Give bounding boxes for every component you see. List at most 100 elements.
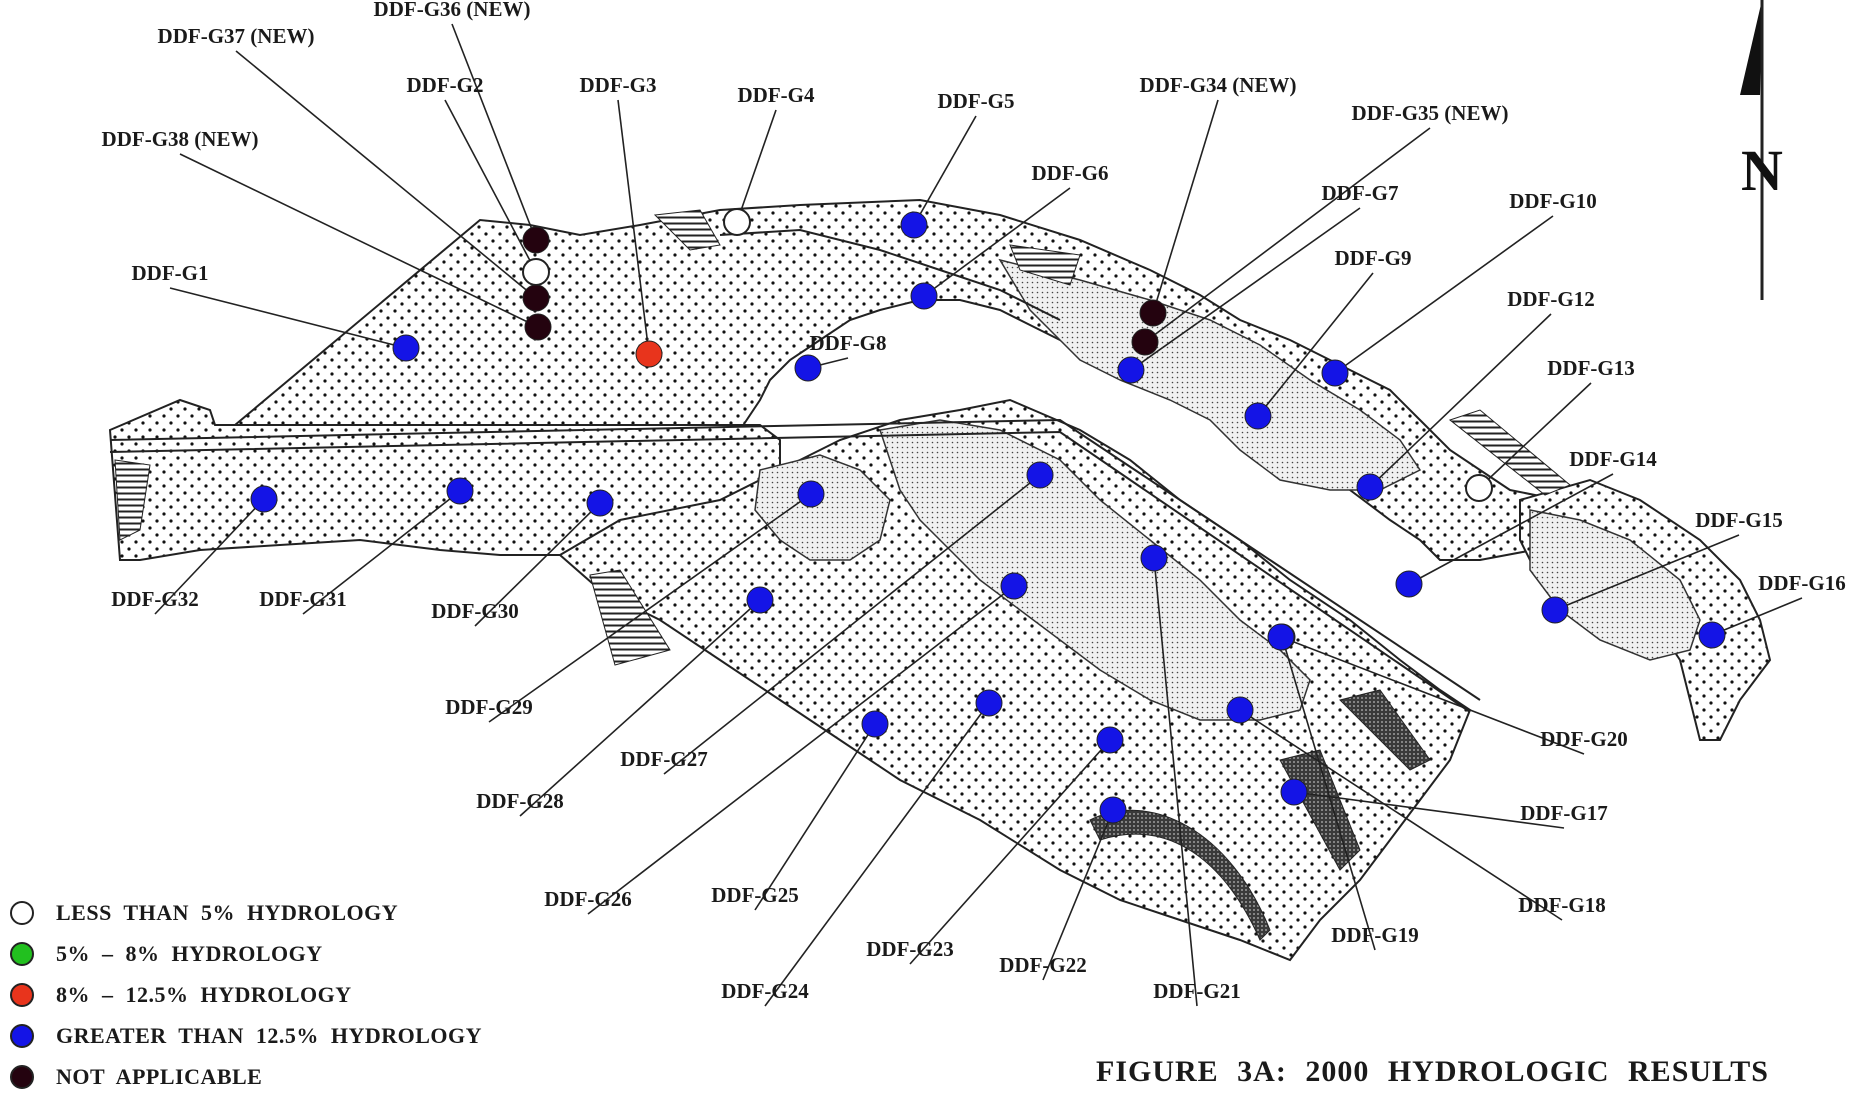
station-marker-ddf-g7[interactable]: [1117, 356, 1145, 384]
legend-label-8to12: 8% – 12.5% HYDROLOGY: [56, 981, 352, 1007]
station-label-ddf-g1: DDF-G1: [132, 261, 209, 285]
legend-swatch-lt5: [10, 900, 34, 925]
station-marker-ddf-g8[interactable]: [794, 354, 822, 382]
station-label-ddf-g37-new: DDF-G37 (NEW): [158, 24, 315, 48]
station-marker-ddf-g18[interactable]: [1226, 696, 1254, 724]
station-marker-ddf-g22[interactable]: [1099, 796, 1127, 824]
station-marker-ddf-g34-new[interactable]: [1139, 299, 1167, 327]
leader-ddf-g4: [736, 109, 777, 223]
station-label-ddf-g28: DDF-G28: [476, 789, 564, 813]
leader-ddf-g31: [302, 490, 461, 615]
station-marker-ddf-g35-new[interactable]: [1131, 328, 1159, 356]
station-label-ddf-g29: DDF-G29: [445, 695, 533, 719]
station-label-ddf-g3: DDF-G3: [580, 73, 657, 97]
leader-ddf-g15: [1554, 534, 1740, 611]
station-label-ddf-g9: DDF-G9: [1335, 246, 1412, 270]
legend-label-gt12: GREATER THAN 12.5% HYDROLOGY: [56, 1022, 483, 1048]
station-marker-ddf-g6[interactable]: [910, 282, 938, 310]
hatched-area-4: [589, 569, 671, 666]
legend-item-na: NOT APPLICABLE: [10, 1056, 610, 1097]
station-marker-ddf-g9[interactable]: [1244, 402, 1272, 430]
station-label-ddf-g14: DDF-G14: [1569, 447, 1657, 471]
leader-ddf-g27: [663, 474, 1041, 775]
leader-ddf-g22: [1042, 809, 1114, 981]
station-marker-ddf-g31[interactable]: [446, 477, 474, 505]
station-label-ddf-g26: DDF-G26: [544, 887, 632, 911]
leader-ddf-g17: [1293, 791, 1565, 829]
station-marker-ddf-g36-new[interactable]: [522, 226, 550, 254]
station-marker-ddf-g24[interactable]: [975, 689, 1003, 717]
legend-swatch-na: [10, 1064, 34, 1089]
legend-item-5to8: 5% – 8% HYDROLOGY: [10, 933, 610, 974]
station-marker-ddf-g3[interactable]: [635, 340, 663, 368]
station-marker-ddf-g30[interactable]: [586, 489, 614, 517]
station-label-ddf-g2: DDF-G2: [407, 73, 484, 97]
station-label-ddf-g16: DDF-G16: [1758, 571, 1846, 595]
station-marker-ddf-g26[interactable]: [1000, 572, 1028, 600]
leader-ddf-g34-new: [1152, 99, 1219, 314]
station-label-ddf-g6: DDF-G6: [1032, 161, 1109, 185]
station-label-ddf-g30: DDF-G30: [431, 599, 519, 623]
station-marker-ddf-g12[interactable]: [1356, 473, 1384, 501]
station-marker-ddf-g21[interactable]: [1140, 544, 1168, 572]
station-marker-ddf-g15[interactable]: [1541, 596, 1569, 624]
station-label-ddf-g8: DDF-G8: [810, 331, 887, 355]
station-marker-ddf-g4[interactable]: [723, 208, 751, 236]
station-marker-ddf-g25[interactable]: [861, 710, 889, 738]
legend-label-5to8: 5% – 8% HYDROLOGY: [56, 940, 323, 966]
station-marker-ddf-g28[interactable]: [746, 586, 774, 614]
hatched-area-5: [114, 459, 151, 541]
label-leader-lines: [154, 23, 1803, 1007]
legend-swatch-gt12: [10, 1023, 34, 1048]
station-marker-ddf-g10[interactable]: [1321, 359, 1349, 387]
creek-line: [719, 228, 1061, 321]
leader-ddf-g1: [169, 287, 407, 349]
leader-ddf-g36-new: [451, 23, 537, 241]
figure-title: FIGURE 3A: 2000 HYDROLOGIC RESULTS: [1096, 1055, 1769, 1088]
leader-ddf-g20: [1280, 636, 1585, 755]
station-marker-ddf-g17[interactable]: [1280, 778, 1308, 806]
leader-ddf-g16: [1711, 597, 1803, 636]
legend: LESS THAN 5% HYDROLOGY 5% – 8% HYDROLOGY 8…: [10, 892, 610, 1097]
dark-area-1: [1339, 689, 1431, 771]
station-label-ddf-g5: DDF-G5: [938, 89, 1015, 113]
station-label-ddf-g27: DDF-G27: [620, 747, 708, 771]
hatched-area-2: [1009, 244, 1081, 286]
leader-ddf-g2: [444, 99, 537, 273]
station-marker-ddf-g32[interactable]: [250, 485, 278, 513]
north-arrow-head: [1740, 0, 1762, 95]
leader-ddf-g13: [1478, 382, 1592, 489]
station-marker-ddf-g38-new[interactable]: [524, 313, 552, 341]
leader-ddf-g5: [913, 115, 977, 226]
station-label-ddf-g12: DDF-G12: [1507, 287, 1595, 311]
station-marker-ddf-g29[interactable]: [797, 480, 825, 508]
station-marker-ddf-g13[interactable]: [1465, 474, 1493, 502]
leader-ddf-g23: [909, 739, 1111, 965]
leader-ddf-g7: [1130, 207, 1361, 371]
station-marker-ddf-g23[interactable]: [1096, 726, 1124, 754]
legend-swatch-8to12: [10, 982, 34, 1007]
leader-ddf-g14: [1408, 473, 1614, 585]
station-marker-ddf-g27[interactable]: [1026, 461, 1054, 489]
station-label-ddf-g36-new: DDF-G36 (NEW): [374, 0, 531, 21]
station-marker-ddf-g20[interactable]: [1267, 623, 1295, 651]
legend-item-gt12: GREATER THAN 12.5% HYDROLOGY: [10, 1015, 610, 1056]
hatched-area-3: [1448, 409, 1571, 496]
station-label-ddf-g24: DDF-G24: [721, 979, 809, 1003]
station-label-ddf-g21: DDF-G21: [1153, 979, 1241, 1003]
station-marker-ddf-g5[interactable]: [900, 211, 928, 239]
station-label-ddf-g20: DDF-G20: [1540, 727, 1628, 751]
station-marker-ddf-g1[interactable]: [392, 334, 420, 362]
station-marker-ddf-g14[interactable]: [1395, 570, 1423, 598]
station-marker-ddf-g37-new[interactable]: [522, 284, 550, 312]
leader-ddf-g26: [587, 585, 1015, 915]
station-label-ddf-g35-new: DDF-G35 (NEW): [1352, 101, 1509, 125]
leader-ddf-g9: [1257, 272, 1374, 417]
leader-ddf-g28: [519, 599, 761, 817]
north-label: N: [1741, 138, 1783, 203]
station-labels: DDF-G1 DDF-G2 DDF-G3 DDF-G4 DDF-G5 DDF-G6 DDF-…: [102, 0, 1846, 1003]
station-label-ddf-g4: DDF-G4: [738, 83, 815, 107]
station-marker-ddf-g2[interactable]: [522, 258, 550, 286]
station-marker-ddf-g16[interactable]: [1698, 621, 1726, 649]
leader-ddf-g12: [1369, 313, 1552, 488]
